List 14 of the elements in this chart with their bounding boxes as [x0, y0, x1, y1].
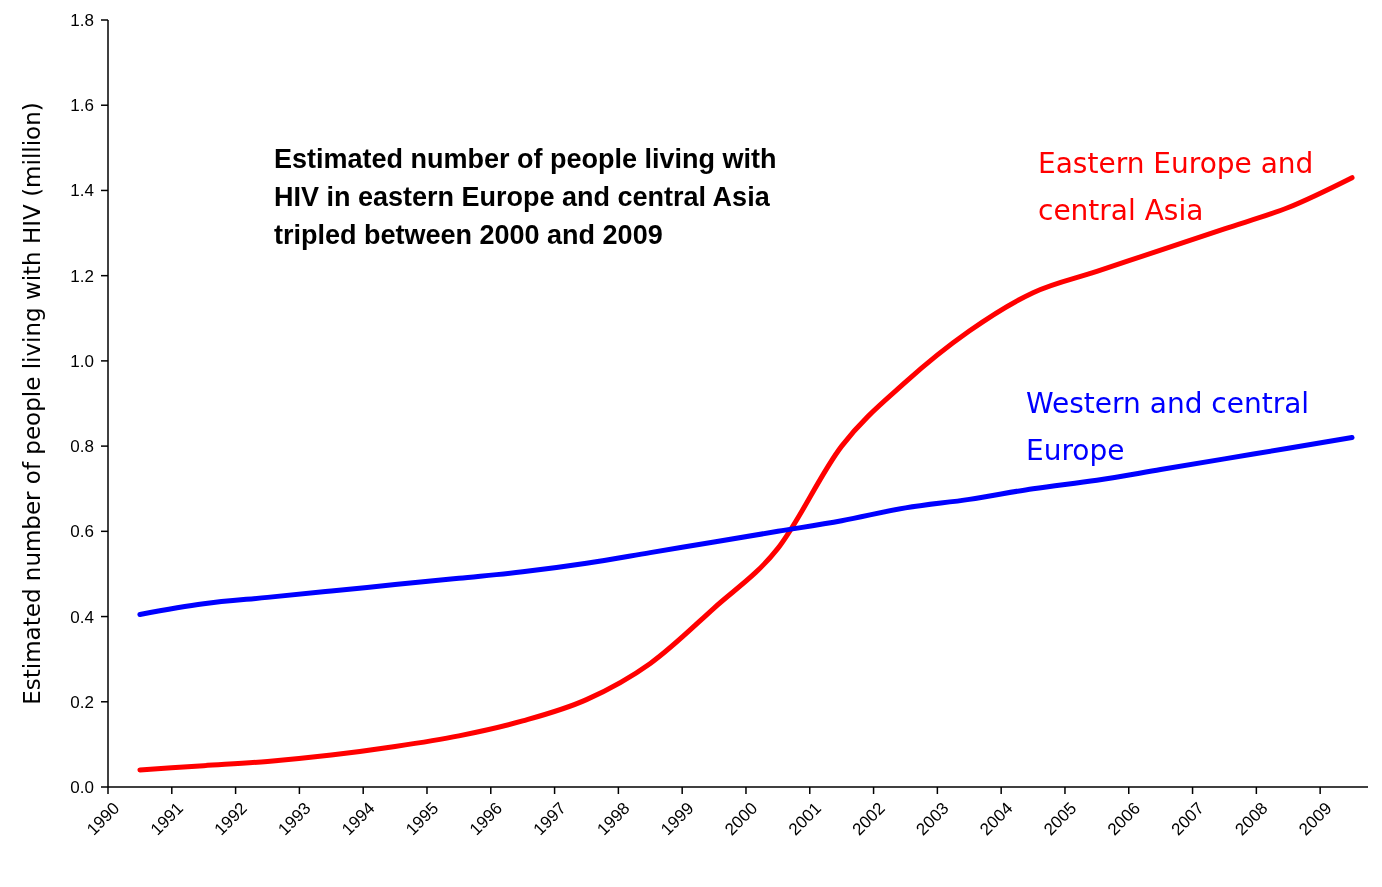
y-tick-label: 0.6 [70, 522, 94, 542]
series-label: Eastern Europe and central Asia [1038, 147, 1314, 227]
annotation: Estimated number of people living with HIV in eastern Europe and central Asia tripled between 2000 and 2009 [274, 144, 777, 250]
y-tick-label: 0.2 [70, 692, 94, 712]
y-axis-title: Estimated number of people living with HIV (million) [19, 102, 45, 705]
y-tick-label: 0.0 [70, 777, 94, 797]
y-tick-label: 1.8 [70, 10, 94, 30]
y-tick-label: 0.4 [70, 607, 94, 627]
y-tick-label: 1.6 [70, 96, 94, 116]
y-tick-label: 1.0 [70, 351, 94, 371]
y-tick-label: 1.2 [70, 266, 94, 286]
series-label: Western and central Europe [1026, 387, 1310, 467]
y-tick-label: 1.4 [70, 181, 94, 201]
y-tick-label: 0.8 [70, 437, 94, 457]
